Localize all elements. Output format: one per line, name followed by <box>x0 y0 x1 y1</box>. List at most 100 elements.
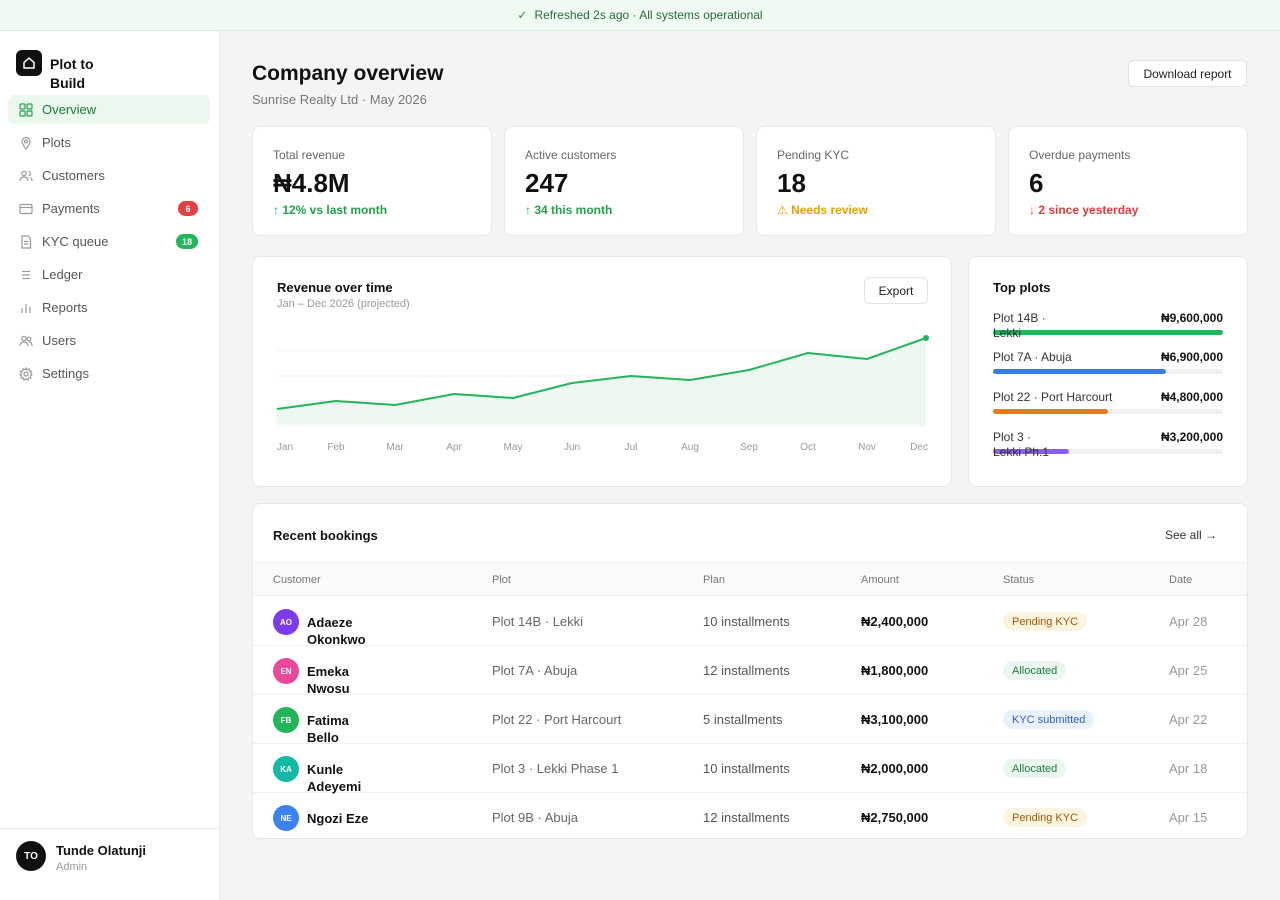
count-badge: 6 <box>178 201 198 216</box>
plot-name: Plot 3 · Lekki Ph.1 <box>993 430 1050 459</box>
sidebar-item-label: Overview <box>42 102 97 117</box>
amount-cell: ₦2,400,000 <box>861 614 929 629</box>
avatar: NE <box>273 805 299 831</box>
plot-cell: Plot 7A · Abuja <box>492 663 578 678</box>
sidebar-item-reports[interactable]: Reports <box>8 293 210 322</box>
plot-cell: Plot 9B · Abuja <box>492 810 578 825</box>
kpi-delta: ↑ 12% vs last month <box>273 203 388 217</box>
see-all-link[interactable]: See all → <box>1165 528 1218 542</box>
table-row[interactable]: FB Fatima Bello Plot 22 · Port Harcourt 5 i… <box>253 695 1247 745</box>
table-row[interactable]: EN Emeka Nwosu Plot 7A · Abuja 12 installme… <box>253 646 1247 696</box>
plot-progress-fill <box>993 409 1108 414</box>
top-plot-item[interactable]: Plot 3 · Lekki Ph.1 ₦3,200,000 <box>993 430 1223 464</box>
sidebar-nav: Overview Plots Customers Payments 6 KYC queue… <box>8 95 210 392</box>
plan-cell: 10 installments <box>703 761 790 776</box>
sidebar-item-settings[interactable]: Settings <box>8 359 210 388</box>
users-icon <box>18 333 33 348</box>
bar-chart-icon <box>18 300 33 315</box>
plan-cell: 12 installments <box>703 810 790 825</box>
column-header[interactable]: Status <box>1003 574 1035 586</box>
status-badge: KYC submitted <box>1003 710 1095 729</box>
user-role: Admin <box>56 861 88 873</box>
chart-title: Revenue over time <box>277 280 393 295</box>
map-pin-icon <box>18 135 33 150</box>
plot-cell: Plot 14B · Lekki <box>492 614 584 629</box>
plot-amount: ₦6,900,000 <box>1160 350 1223 364</box>
column-header[interactable]: Amount <box>861 574 899 586</box>
sidebar-item-label: Reports <box>42 300 88 315</box>
top-plot-item[interactable]: Plot 22 · Port Harcourt ₦4,800,000 <box>993 390 1223 424</box>
plot-progress-track <box>993 369 1223 374</box>
table-row[interactable]: AO Adaeze Okonkwo Plot 14B · Lekki 10 insta… <box>253 597 1247 647</box>
x-tick-label: May <box>504 442 523 453</box>
status-badge: Pending KYC <box>1003 808 1088 827</box>
sidebar-item-label: Plots <box>42 135 71 150</box>
revenue-chart-card: Revenue over time Jan – Dec 2026 (projec… <box>252 256 952 487</box>
user-profile[interactable]: TO Tunde Olatunji Admin <box>0 828 219 900</box>
sidebar-item-label: Payments <box>42 201 100 216</box>
page-title: Company overview <box>252 62 444 85</box>
top-plots-card: Top plots Plot 14B · Lekki ₦9,600,000 Plot… <box>968 256 1248 487</box>
status-badge: Pending KYC <box>1003 612 1088 631</box>
plot-name: Plot 22 · Port Harcourt <box>993 390 1113 404</box>
list-icon <box>18 267 33 282</box>
column-header[interactable]: Date <box>1169 574 1193 586</box>
kpi-value: 6 <box>1029 168 1044 198</box>
area-fill <box>277 338 926 425</box>
status-text: Refreshed 2s ago · All systems operation… <box>534 8 763 22</box>
avatar: AO <box>273 609 299 635</box>
table-header: Customer Plot Plan Amount Status Date <box>253 562 1247 596</box>
x-tick-label: Jun <box>564 442 580 453</box>
brand[interactable]: Plot to Build <box>16 50 110 93</box>
sidebar-item-overview[interactable]: Overview <box>8 95 210 124</box>
sidebar-item-kyc-queue[interactable]: KYC queue 18 <box>8 227 210 256</box>
column-header[interactable]: Customer <box>273 574 321 586</box>
sidebar-item-customers[interactable]: Customers <box>8 161 210 190</box>
sidebar-item-payments[interactable]: Payments 6 <box>8 194 210 223</box>
table-row[interactable]: NE Ngozi Eze Plot 9B · Abuja 12 installment… <box>253 793 1247 838</box>
download-report-button[interactable]: Download report <box>1128 60 1247 87</box>
sidebar-item-label: Ledger <box>42 267 83 282</box>
revenue-chart: Jan Feb Mar Apr May Jun Jul Aug Sep Oct Nov Dec <box>276 335 929 453</box>
status-badge: Allocated <box>1003 661 1067 680</box>
kpi-value: 247 <box>525 168 569 198</box>
kpi-card-overdue: Overdue payments 6 ↓ 2 since yesterday <box>1008 126 1248 236</box>
credit-card-icon <box>18 201 33 216</box>
plan-cell: 10 installments <box>703 614 790 629</box>
date-cell: Apr 15 <box>1169 810 1208 825</box>
kpi-value: ₦4.8M <box>273 168 350 198</box>
sidebar: Plot to Build Overview Plots Customers Paym… <box>0 31 220 900</box>
page-subtitle: Sunrise Realty Ltd · May 2026 <box>252 92 427 107</box>
top-plots-title: Top plots <box>993 280 1051 295</box>
plan-cell: 5 installments <box>703 712 783 727</box>
kpi-label: Total revenue <box>273 148 346 162</box>
home-icon <box>16 50 42 76</box>
customer-name: Adaeze Okonkwo <box>307 615 366 647</box>
data-point <box>923 335 929 341</box>
gear-icon <box>18 366 33 381</box>
customer-name: Kunle Adeyemi <box>307 762 362 794</box>
x-tick-label: Mar <box>386 442 404 453</box>
kpi-value: 18 <box>777 168 806 198</box>
sidebar-item-label: KYC queue <box>42 234 109 249</box>
sidebar-item-users[interactable]: Users <box>8 326 210 355</box>
amount-cell: ₦2,000,000 <box>861 761 929 776</box>
top-plot-item[interactable]: Plot 7A · Abuja ₦6,900,000 <box>993 350 1223 384</box>
table-row[interactable]: KA Kunle Adeyemi Plot 3 · Lekki Phase 1 10 … <box>253 744 1247 794</box>
export-button[interactable]: Export <box>864 277 928 304</box>
sidebar-item-ledger[interactable]: Ledger <box>8 260 210 289</box>
column-header[interactable]: Plan <box>703 574 726 586</box>
top-plot-item[interactable]: Plot 14B · Lekki ₦9,600,000 <box>993 311 1223 345</box>
brand-name: Plot to Build <box>50 56 94 91</box>
sidebar-item-plots[interactable]: Plots <box>8 128 210 157</box>
date-cell: Apr 25 <box>1169 663 1208 678</box>
x-tick-label: Nov <box>858 442 876 453</box>
sidebar-item-label: Customers <box>42 168 105 183</box>
kpi-delta: ⚠ Needs review <box>777 203 868 217</box>
column-header[interactable]: Plot <box>492 574 511 586</box>
kpi-card-customers: Active customers 247 ↑ 34 this month <box>504 126 744 236</box>
sidebar-item-label: Users <box>42 333 76 348</box>
plot-progress-fill <box>993 449 1069 454</box>
date-cell: Apr 28 <box>1169 614 1208 629</box>
amount-cell: ₦2,750,000 <box>861 810 929 825</box>
